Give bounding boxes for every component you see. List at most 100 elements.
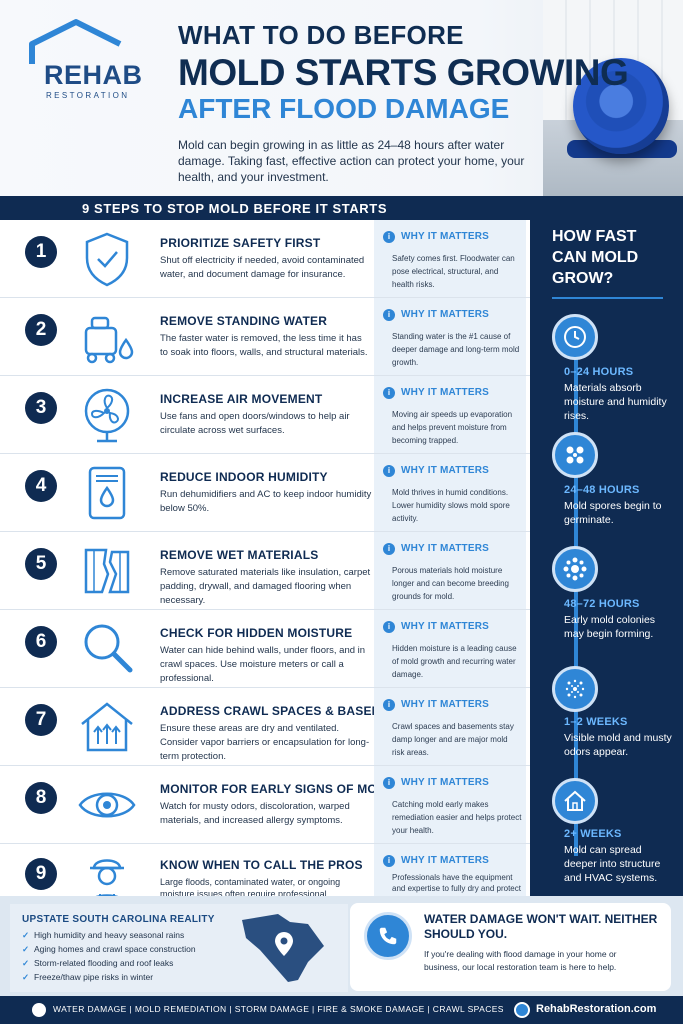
sc-reality-title: UPSTATE SOUTH CAROLINA REALITY bbox=[22, 914, 215, 925]
title-line-2: MOLD STARTS GROWING bbox=[178, 52, 629, 93]
step-number: 3 bbox=[25, 392, 57, 424]
step-row: 7 ADDRESS CRAWL SPACES & BASEMENTS Ensur… bbox=[0, 688, 530, 766]
dehumidifier-icon bbox=[88, 466, 126, 520]
mold-growth-timeline: HOW FAST CAN MOLD GROW? 0–24 HOURS Mater… bbox=[530, 196, 683, 896]
check-icon: ✓ bbox=[22, 958, 30, 968]
timeline-heading: 24–48 HOURS bbox=[564, 484, 640, 496]
water-drop-icon bbox=[32, 1003, 46, 1017]
clock-icon bbox=[552, 314, 598, 360]
step-title: ADDRESS CRAWL SPACES & BASEMENTS bbox=[160, 704, 415, 718]
steps-list: 1 PRIORITIZE SAFETY FIRST Shut off elect… bbox=[0, 220, 530, 911]
info-icon: i bbox=[383, 465, 395, 477]
info-icon: i bbox=[383, 777, 395, 789]
step-number: 6 bbox=[25, 626, 57, 658]
why-it-matters-label: WHY IT MATTERS bbox=[401, 387, 489, 398]
why-it-matters-box: i WHY IT MATTERS Safety comes first. Flo… bbox=[374, 220, 526, 297]
info-icon: i bbox=[383, 699, 395, 711]
why-it-matters-box: i WHY IT MATTERS Crawl spaces and baseme… bbox=[374, 688, 526, 765]
step-title: MONITOR FOR EARLY SIGNS OF MOLD bbox=[160, 782, 394, 796]
title-line-1: WHAT TO DO BEFORE bbox=[178, 20, 464, 50]
eye-icon bbox=[78, 792, 136, 818]
house-logo-icon bbox=[29, 19, 122, 64]
why-it-matters-label: WHY IT MATTERS bbox=[401, 543, 489, 554]
why-it-matters-text: Hidden moisture is a leading cause of mo… bbox=[392, 644, 517, 679]
step-number: 1 bbox=[25, 236, 57, 268]
sc-reality-item: ✓ High humidity and heavy seasonal rains bbox=[22, 930, 185, 940]
step-row: 5 REMOVE WET MATERIALS Remove saturated … bbox=[0, 532, 530, 610]
spread-icon bbox=[552, 666, 598, 712]
why-it-matters-text: Moving air speeds up evaporation and hel… bbox=[392, 410, 513, 445]
step-number: 7 bbox=[25, 704, 57, 736]
wet-materials-icon bbox=[84, 548, 130, 594]
steps-header-bar: 9 STEPS TO STOP MOLD BEFORE IT STARTS bbox=[0, 196, 530, 220]
why-it-matters-text: Crawl spaces and basements stay damp lon… bbox=[392, 722, 514, 757]
step-title: REMOVE STANDING WATER bbox=[160, 314, 328, 328]
step-row: 8 MONITOR FOR EARLY SIGNS OF MOLD Watch … bbox=[0, 766, 530, 844]
why-it-matters-text: Catching mold early makes remediation ea… bbox=[392, 800, 522, 835]
step-row: 2 REMOVE STANDING WATER The faster water… bbox=[0, 298, 530, 376]
step-number: 2 bbox=[25, 314, 57, 346]
why-it-matters-box: i WHY IT MATTERS Hidden moisture is a le… bbox=[374, 610, 526, 687]
step-title: CHECK FOR HIDDEN MOISTURE bbox=[160, 626, 353, 640]
south-carolina-map-icon bbox=[242, 914, 324, 982]
step-number: 4 bbox=[25, 470, 57, 502]
sc-reality-item: ✓ Storm-related flooding and roof leaks bbox=[22, 958, 174, 968]
step-description: Watch for musty odors, discoloration, wa… bbox=[160, 801, 350, 826]
why-it-matters-box: i WHY IT MATTERS Porous materials hold m… bbox=[374, 532, 526, 609]
timeline-title: HOW FAST CAN MOLD GROW? bbox=[552, 228, 639, 287]
colony-icon bbox=[552, 546, 598, 592]
why-it-matters-text: Mold thrives in humid conditions. Lower … bbox=[392, 488, 510, 523]
why-it-matters-box: i WHY IT MATTERS Mold thrives in humid c… bbox=[374, 454, 526, 531]
step-row: 1 PRIORITIZE SAFETY FIRST Shut off elect… bbox=[0, 220, 530, 298]
why-it-matters-text: Porous materials hold moisture longer an… bbox=[392, 566, 509, 601]
why-it-matters-box: i WHY IT MATTERS Standing water is the #… bbox=[374, 298, 526, 375]
footer-services: WATER DAMAGE | MOLD REMEDIATION | STORM … bbox=[53, 1004, 504, 1014]
info-icon: i bbox=[383, 621, 395, 633]
house-vent-icon bbox=[81, 702, 133, 752]
why-it-matters-label: WHY IT MATTERS bbox=[401, 465, 489, 476]
shield-check-icon bbox=[85, 232, 129, 287]
check-icon: ✓ bbox=[22, 972, 30, 982]
cta-text: If you're dealing with flood damage in y… bbox=[424, 949, 617, 972]
logo[interactable]: REHAB RESTORATION bbox=[24, 18, 154, 102]
step-description: Ensure these areas are dry and ventilate… bbox=[160, 723, 370, 762]
cta-title: WATER DAMAGE WON'T WAIT. NEITHER SHOULD … bbox=[424, 912, 658, 941]
step-description: Shut off electricity if needed, avoid co… bbox=[160, 255, 365, 280]
step-description: Run dehumidifiers and AC to keep indoor … bbox=[160, 489, 372, 514]
step-row: 9 KNOW WHEN TO CALL THE PROS Large flood… bbox=[0, 844, 530, 911]
step-row: 6 CHECK FOR HIDDEN MOISTURE Water can hi… bbox=[0, 610, 530, 688]
timeline-heading: 2+ WEEKS bbox=[564, 828, 622, 840]
house-icon bbox=[552, 778, 598, 824]
timeline-line bbox=[574, 336, 578, 856]
why-it-matters-label: WHY IT MATTERS bbox=[401, 699, 489, 710]
step-title: KNOW WHEN TO CALL THE PROS bbox=[160, 858, 363, 872]
info-icon: i bbox=[383, 543, 395, 555]
step-title: INCREASE AIR MOVEMENT bbox=[160, 392, 323, 406]
timeline-text: Early mold colonies may begin forming. bbox=[564, 614, 656, 640]
step-description: Remove saturated materials like insulati… bbox=[160, 567, 371, 606]
check-icon: ✓ bbox=[22, 930, 30, 940]
check-icon: ✓ bbox=[22, 944, 30, 954]
step-number: 8 bbox=[25, 782, 57, 814]
why-it-matters-text: Standing water is the #1 cause of deeper… bbox=[392, 332, 520, 367]
step-number: 5 bbox=[25, 548, 57, 580]
info-icon: i bbox=[383, 231, 395, 243]
step-row: 3 INCREASE AIR MOVEMENT Use fans and ope… bbox=[0, 376, 530, 454]
globe-icon bbox=[514, 1002, 530, 1018]
why-it-matters-box: i WHY IT MATTERS Moving air speeds up ev… bbox=[374, 376, 526, 453]
logo-subtext: RESTORATION bbox=[46, 91, 130, 100]
step-description: Use fans and open doors/windows to help … bbox=[160, 411, 350, 436]
why-it-matters-label: WHY IT MATTERS bbox=[401, 621, 489, 632]
fan-icon bbox=[84, 388, 130, 443]
why-it-matters-label: WHY IT MATTERS bbox=[401, 231, 489, 242]
step-description: Water can hide behind walls, under floor… bbox=[160, 645, 366, 684]
air-mover-photo bbox=[543, 0, 683, 196]
info-icon: i bbox=[383, 309, 395, 321]
timeline-divider bbox=[552, 297, 663, 299]
timeline-text: Visible mold and musty odors appear. bbox=[564, 732, 672, 758]
website-link[interactable]: RehabRestoration.com bbox=[536, 1003, 657, 1015]
steps-header-title: 9 STEPS TO STOP MOLD BEFORE IT STARTS bbox=[82, 201, 388, 216]
intro-text: Mold can begin growing in as little as 2… bbox=[178, 138, 525, 184]
logo-text: REHAB bbox=[44, 60, 143, 90]
phone-icon[interactable] bbox=[364, 912, 412, 960]
